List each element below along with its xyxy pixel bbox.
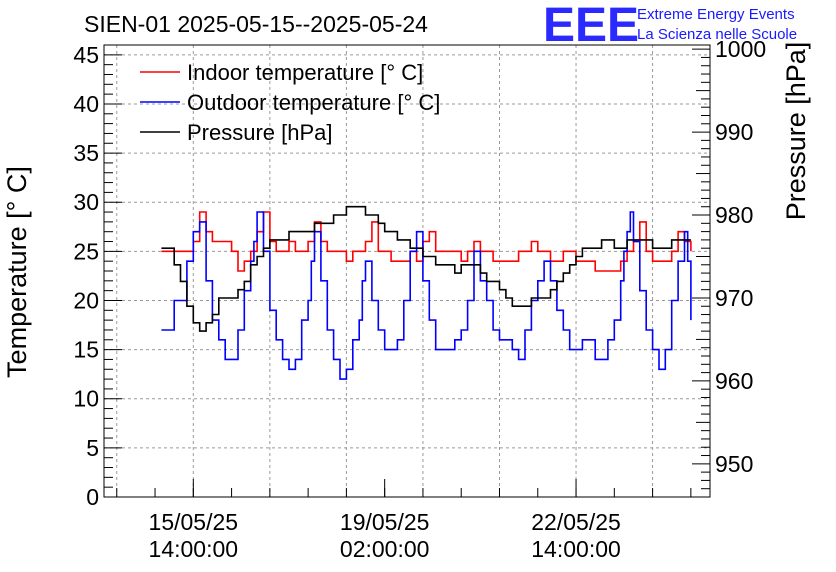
- logo-mark: EEE: [543, 0, 639, 52]
- y-left-tick-label: 35: [73, 140, 99, 166]
- left-axis: 0 5 10 15 20 25 30 35 40 45: [73, 42, 122, 510]
- x-tick-label-time: 02:00:00: [340, 536, 430, 562]
- logo-line-2: La Scienza nelle Scuole: [637, 26, 797, 43]
- y-right-tick-label: 950: [715, 451, 753, 477]
- chart-title: SIEN-01 2025-05-15--2025-05-24: [84, 11, 428, 37]
- x-tick-label-time: 14:00:00: [149, 536, 239, 562]
- y-left-tick-label: 20: [73, 287, 99, 313]
- logo-line-1: Extreme Energy Events: [637, 6, 795, 23]
- x-axis: 15/05/2514:00:0019/05/2502:00:0022/05/25…: [116, 479, 692, 562]
- legend-label-outdoor-temperature: Outdoor temperature [° C]: [187, 90, 440, 115]
- y-axis-right-label: Pressure [hPa]: [781, 42, 811, 221]
- y-left-tick-label: 25: [73, 238, 99, 264]
- plot-series: [161, 205, 692, 380]
- y-left-tick-label: 0: [86, 484, 99, 510]
- y-axis-left-label: Temperature [° C]: [2, 166, 32, 378]
- y-left-tick-label: 30: [73, 189, 99, 215]
- y-right-tick-label: 990: [715, 119, 753, 145]
- y-left-tick-label: 15: [73, 337, 99, 363]
- legend-label-indoor-temperature: Indoor temperature [° C]: [187, 60, 423, 85]
- legend-label-pressure: Pressure [hPa]: [187, 120, 333, 145]
- legend: Indoor temperature [° C] Outdoor temperat…: [140, 60, 440, 145]
- x-tick-label-date: 15/05/25: [149, 509, 239, 535]
- y-left-tick-label: 45: [73, 42, 99, 68]
- eee-logo: EEE Extreme Energy Events La Scienza nel…: [543, 0, 797, 52]
- x-tick-label-time: 14:00:00: [531, 536, 621, 562]
- y-right-tick-label: 960: [715, 368, 753, 394]
- y-left-tick-label: 5: [86, 435, 99, 461]
- y-left-tick-label: 40: [73, 91, 99, 117]
- y-right-tick-label: 970: [715, 285, 753, 311]
- pressure-line: [161, 205, 691, 332]
- y-right-tick-label: 1000: [715, 36, 766, 62]
- x-tick-label-date: 22/05/25: [531, 509, 621, 535]
- x-tick-label-date: 19/05/25: [340, 509, 430, 535]
- right-axis: 950 960 970 980 990 1000: [692, 36, 766, 490]
- y-left-tick-label: 10: [73, 386, 99, 412]
- indoor-temperature-line: [161, 211, 692, 272]
- outdoor-temperature-line: [161, 211, 692, 380]
- y-right-tick-label: 980: [715, 202, 753, 228]
